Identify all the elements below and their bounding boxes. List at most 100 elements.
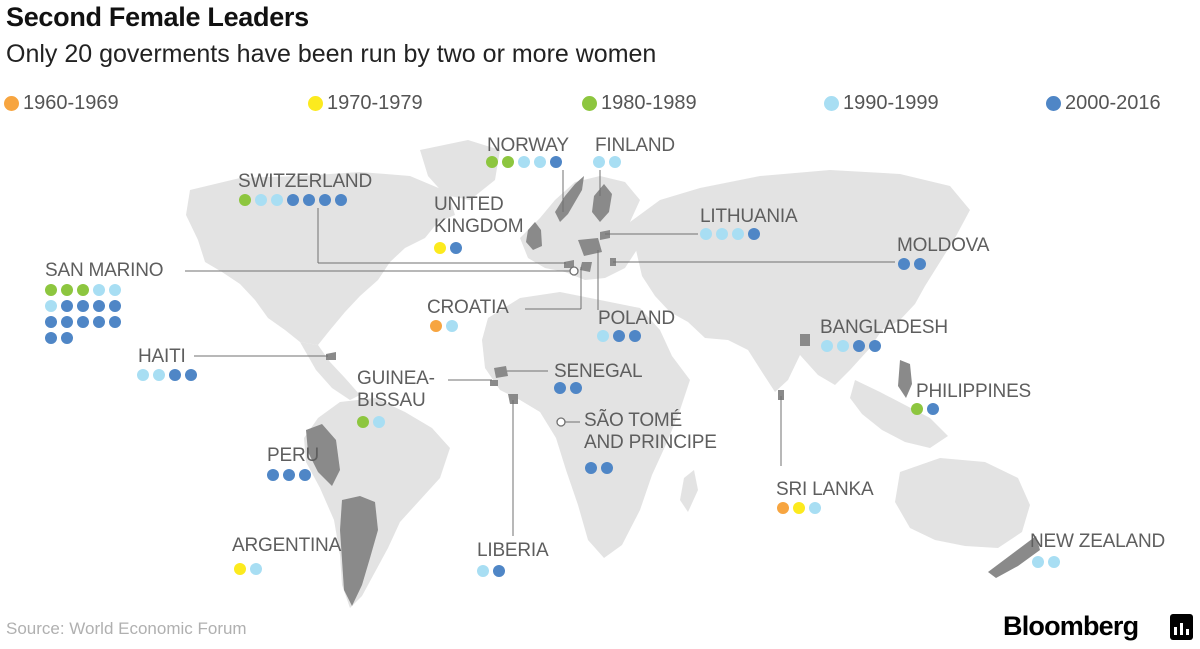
leader-dot-d1990 [137,369,149,381]
legend-swatch [4,95,19,111]
leader-dot-d1990 [1032,556,1044,568]
country-label-united-kingdom: UNITED KINGDOM [434,194,524,237]
country-label-moldova: MOLDOVA [897,235,990,256]
highlight-philippines [898,360,912,398]
leader-dot-d2000 [45,316,57,328]
leader-dot-d2000 [169,369,181,381]
leader-dot-d1990 [109,284,121,296]
highlight-bangladesh [800,334,810,346]
leader-dot-d1990 [446,320,458,332]
highlight-new-zealand [988,536,1040,578]
chart-subtitle: Only 20 goverments have been run by two … [6,40,657,68]
country-label-norway: NORWAY [487,135,569,156]
leader-dots-switzerland [239,194,367,210]
highlight-sri-lanka [778,390,784,400]
highlight-poland [578,238,602,256]
highlight-liberia [508,394,518,404]
leader-dots-senegal [554,382,650,398]
leader-dot-d2000 [629,330,641,342]
leader-dot-d1990 [373,416,385,428]
leader-dot-d2000 [299,469,311,481]
highlight-haiti [326,352,336,360]
country-label-liberia: LIBERIA [477,540,549,561]
leader-dots-san-marino [45,284,125,348]
leader-dots-liberia [477,565,573,581]
country-label-philippines: PHILIPPINES [916,381,1032,402]
leader-dot-d1980 [911,403,923,415]
country-label-poland: POLAND [598,308,675,329]
leader-dots-guinea-bissau [357,416,453,432]
leader-dot-d2000 [450,242,462,254]
leader-dot-d1980 [77,284,89,296]
leader-dots-sri-lanka [777,502,873,518]
country-label-new-zealand: NEW ZEALAND [1030,531,1166,552]
country-label-croatia: CROATIA [427,297,509,318]
leader-dot-d2000 [109,300,121,312]
leader-dot-d2000 [601,462,613,474]
leader-dot-d2000 [267,469,279,481]
highlight-switzerland [564,260,574,268]
leader-dots-united-kingdom [434,242,530,258]
land-central-america [300,342,360,400]
leader-dot-d1990 [593,156,605,168]
land-asia [630,170,970,392]
leader-dot-d1960 [777,502,789,514]
legend-swatch [1046,95,1061,111]
leader-dot-d2000 [554,382,566,394]
legend-label: 1990-1999 [843,91,939,114]
leader-dots-croatia [430,320,526,336]
leader-dot-d1990 [45,300,57,312]
leader-dot-d2000 [853,340,865,352]
country-label-sao-tome: SÃO TOMÉ AND PRINCIPE [584,410,717,453]
leader-dot-d1990 [597,330,609,342]
leader-dot-d2000 [914,258,926,270]
country-label-bangladesh: BANGLADESH [820,317,948,338]
country-label-switzerland: SWITZERLAND [238,171,372,192]
leader-dots-new-zealand [1032,556,1128,572]
country-label-senegal: SENEGAL [554,361,643,382]
leader-dot-d2000 [109,316,121,328]
leader-dots-poland [597,330,693,346]
leader-dot-d2000 [898,258,910,270]
leader-dot-d1980 [61,284,73,296]
leader-dot-d2000 [748,228,760,240]
leader-dot-d1990 [609,156,621,168]
leader-dot-d1970 [793,502,805,514]
leader-dots-norway [486,156,582,172]
leader-dot-d2000 [570,382,582,394]
leader-dot-d1990 [700,228,712,240]
leader-dot-d2000 [77,316,89,328]
leader-dot-d2000 [77,300,89,312]
legend-item-d2000: 2000-2016 [1046,90,1161,116]
highlight-norway [555,176,584,222]
chart-title: Second Female Leaders [6,2,309,32]
land-north-america [186,172,455,345]
leader-dot-d1990 [732,228,744,240]
marker-san-marino [569,266,579,276]
legend-item-d1990: 1990-1999 [824,90,939,116]
leader-dots-lithuania [700,228,796,244]
leader-dot-d2000 [61,332,73,344]
country-label-peru: PERU [267,445,319,466]
leader-dot-d2000 [61,300,73,312]
land-greenland [420,140,500,200]
source-note: Source: World Economic Forum [6,619,247,638]
leader-dot-d1980 [486,156,498,168]
leader-dot-d2000 [550,156,562,168]
highlight-peru [306,424,340,486]
legend-item-d1980: 1980-1989 [582,90,697,116]
leader-dot-d1980 [239,194,251,206]
land-madagascar [680,470,698,512]
leader-dot-d1990 [534,156,546,168]
leader-dot-d1970 [234,563,246,575]
leader-dot-d1990 [518,156,530,168]
country-label-argentina: ARGENTINA [232,535,342,556]
leader-dot-d1990 [809,502,821,514]
leader-dot-d1980 [45,284,57,296]
leader-dot-d2000 [613,330,625,342]
leader-dot-d1960 [430,320,442,332]
leader-dots-haiti [137,369,233,385]
highlight-finland [592,184,612,222]
land-south-america [304,398,450,608]
leader-dot-d1990 [1048,556,1060,568]
